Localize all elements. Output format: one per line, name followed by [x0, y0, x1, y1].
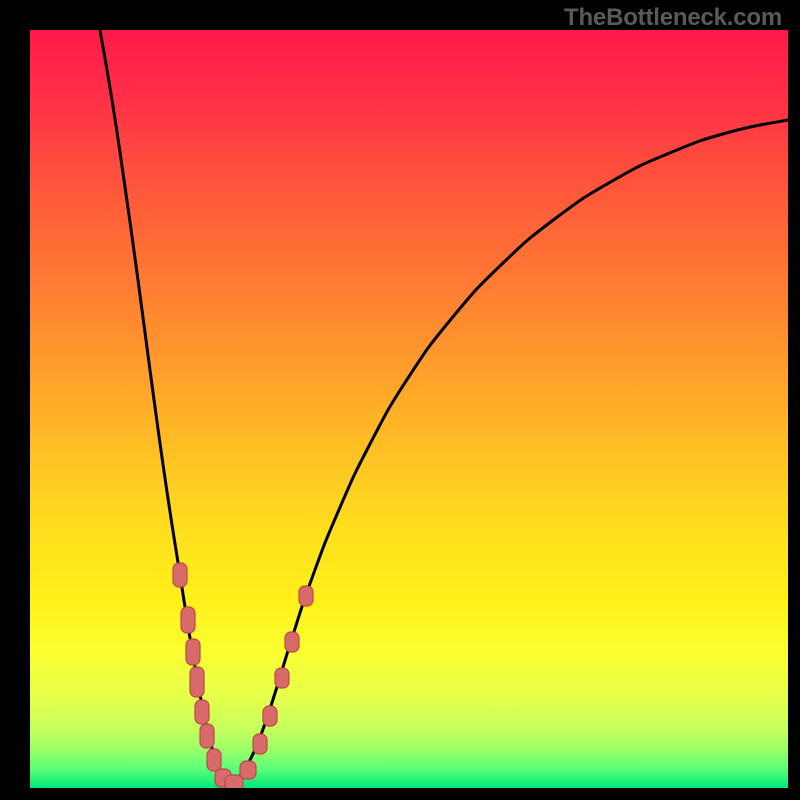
curve-marker	[285, 632, 299, 652]
watermark-label: TheBottleneck.com	[564, 4, 782, 32]
chart-frame: TheBottleneck.com	[0, 0, 800, 800]
curve-marker	[190, 667, 204, 697]
curve-marker	[263, 706, 277, 726]
plot-area	[30, 30, 788, 788]
curve-marker	[207, 749, 221, 771]
curve-marker	[186, 639, 200, 665]
curve-marker	[240, 761, 256, 779]
curve-marker	[200, 724, 214, 748]
curve-marker	[275, 668, 289, 688]
curve-marker	[299, 586, 313, 606]
curve-marker	[225, 775, 243, 788]
curve-marker	[195, 700, 209, 724]
curve-marker	[173, 563, 187, 587]
curve-marker	[181, 607, 195, 633]
curve-marker	[253, 734, 267, 754]
curve-layer	[30, 30, 788, 788]
